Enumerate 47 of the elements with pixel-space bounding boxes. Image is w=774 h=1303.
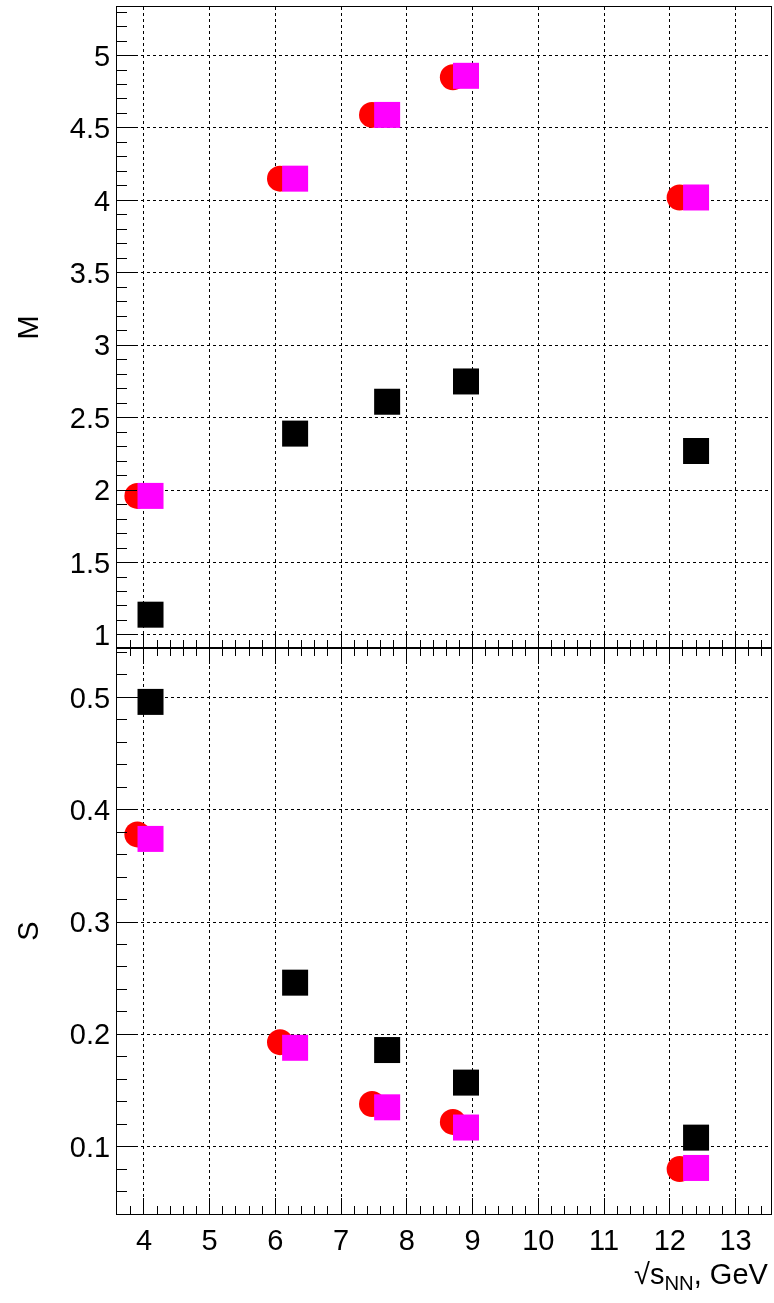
y-tick-label: 2: [94, 474, 111, 507]
x-tick-label: 6: [267, 1223, 284, 1256]
point: [282, 165, 309, 192]
x-tick-label: 10: [522, 1223, 555, 1256]
point: [683, 1124, 710, 1151]
x-tick-label: 9: [464, 1223, 481, 1256]
y-tick-label: 1.5: [69, 546, 111, 579]
point: [282, 420, 309, 447]
y-tick-label: 3: [94, 329, 111, 362]
point: [683, 437, 710, 464]
y-tick-label: 1: [94, 619, 111, 652]
point: [453, 368, 480, 395]
y-tick-label: 0.3: [69, 906, 111, 939]
point: [374, 1094, 401, 1121]
y-axis-title: M: [12, 315, 45, 340]
x-tick-label: 8: [398, 1223, 415, 1256]
y-tick-label: 0.5: [69, 681, 111, 714]
x-tick-label: 11: [589, 1223, 620, 1256]
x-tick-label: 7: [333, 1223, 350, 1256]
point: [282, 969, 309, 996]
y-tick-label: 4: [94, 184, 111, 217]
x-tick-label: 12: [653, 1223, 686, 1256]
y-tick-label: 0.4: [69, 793, 111, 826]
y-tick-label: 4.5: [69, 112, 111, 145]
point: [137, 482, 164, 509]
x-tick-label: 5: [201, 1223, 218, 1256]
y-tick-label: 0.2: [69, 1018, 111, 1051]
x-tick-label: 13: [719, 1223, 752, 1256]
point: [453, 1069, 480, 1096]
point: [374, 388, 401, 415]
point: [137, 825, 164, 852]
point: [374, 101, 401, 128]
point: [374, 1037, 401, 1064]
x-tick-label: 4: [135, 1223, 153, 1256]
point: [683, 184, 710, 211]
point: [453, 1114, 480, 1141]
point: [683, 1154, 710, 1181]
y-tick-label: 0.1: [69, 1130, 111, 1163]
x-axis-title: √s$_{NN}$, GeV: [634, 1258, 769, 1295]
y-tick-label: 3.5: [69, 256, 111, 289]
y-tick-label: 2.5: [69, 401, 111, 434]
point: [137, 688, 164, 715]
point: [453, 62, 480, 89]
y-tick-label: 5: [94, 39, 111, 72]
point: [282, 1034, 309, 1061]
y-axis-title: S: [12, 921, 45, 941]
point: [137, 601, 164, 628]
